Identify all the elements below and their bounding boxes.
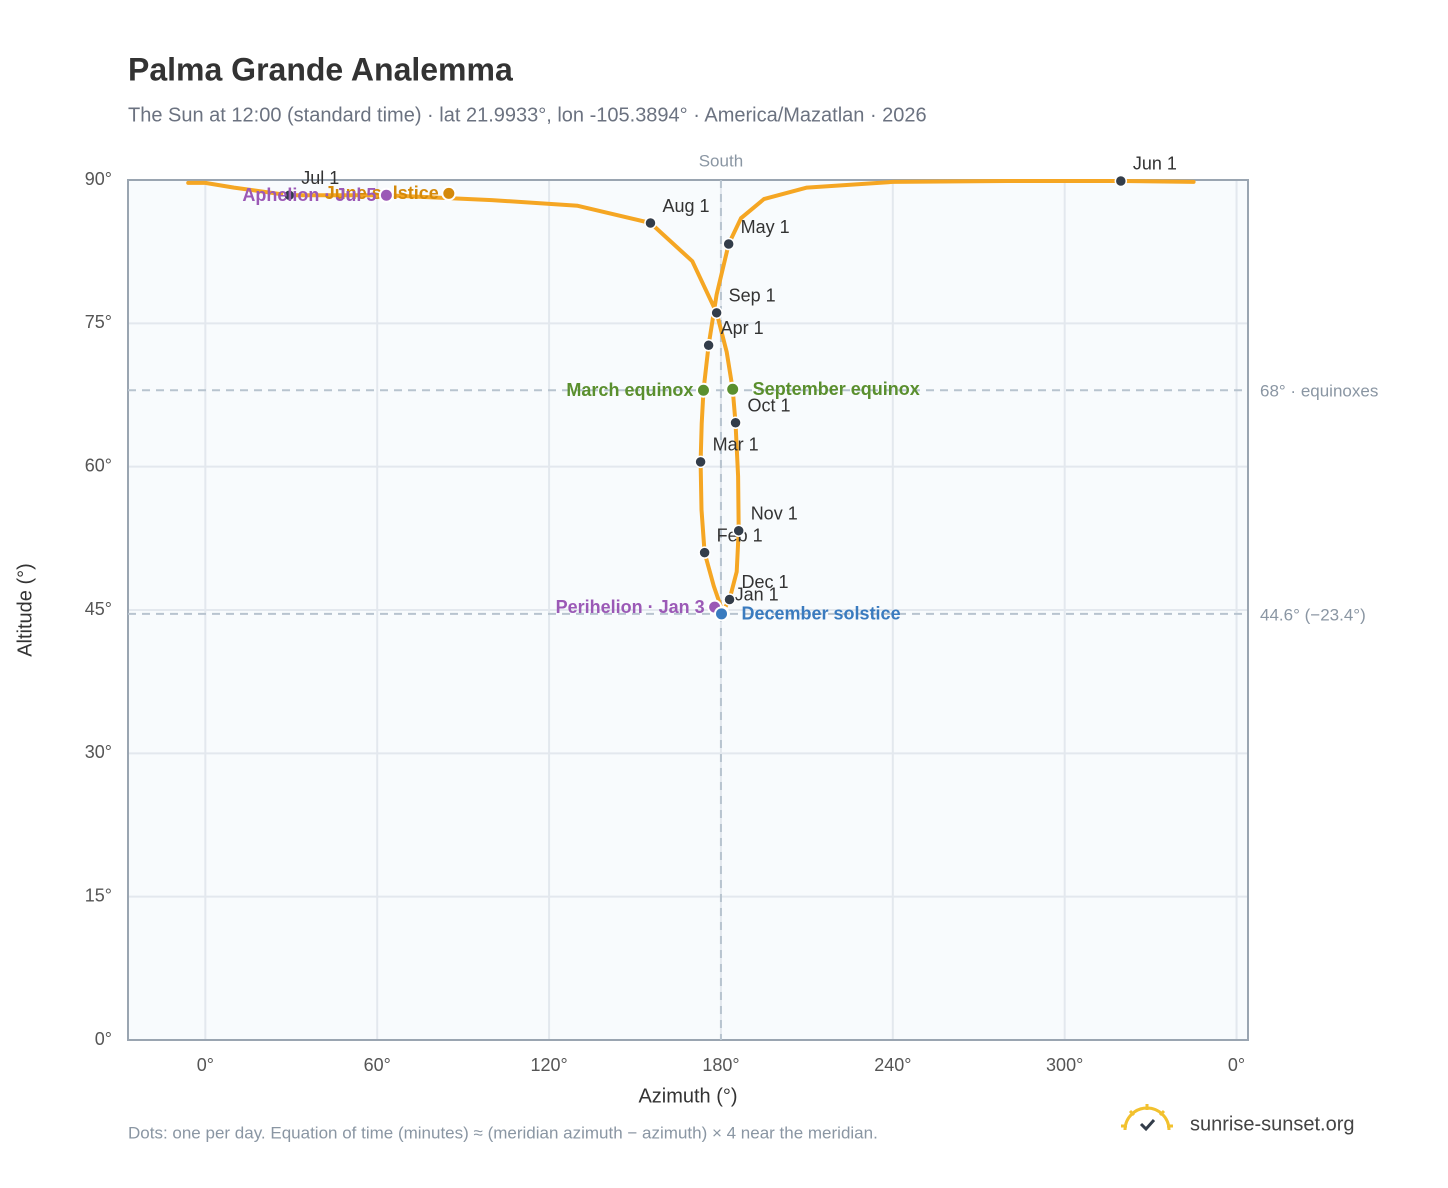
month-dot	[723, 593, 736, 606]
month-dot	[283, 189, 296, 202]
month-label: Nov 1	[751, 503, 798, 523]
event-label: December solstice	[742, 604, 901, 624]
plot-border	[127, 179, 1249, 1041]
month-label: May 1	[741, 217, 790, 237]
month-dot	[702, 339, 715, 352]
event-dot	[441, 185, 457, 201]
reference-label: 44.6° (−23.4°)	[1260, 605, 1366, 624]
chart-title: Palma Grande Analemma	[128, 51, 513, 87]
event-dot	[695, 382, 711, 398]
reference-label: 68° · equinoxes	[1260, 382, 1378, 401]
y-axis-label: Altitude (°)	[14, 563, 36, 657]
x-tick-label: 300°	[1046, 1055, 1083, 1075]
x-axis-label: Azimuth (°)	[638, 1085, 737, 1107]
footnote: Dots: one per day. Equation of time (min…	[128, 1123, 878, 1142]
y-tick-label: 0°	[95, 1029, 112, 1049]
chart-subtitle: The Sun at 12:00 (standard time) · lat 2…	[128, 104, 927, 126]
y-tick-label: 30°	[85, 742, 112, 762]
month-dot	[722, 237, 735, 251]
month-label: Mar 1	[713, 435, 759, 455]
month-label: Jun 1	[1133, 154, 1177, 174]
month-dot	[710, 306, 723, 320]
month-dot	[732, 524, 745, 537]
month-dot	[729, 416, 742, 429]
event-label: Aphelion · Jul 5	[242, 185, 376, 205]
y-tick-label: 45°	[85, 599, 112, 619]
month-dot	[698, 546, 711, 559]
month-label: Apr 1	[721, 318, 764, 338]
month-label: Aug 1	[662, 196, 709, 216]
event-label: September equinox	[753, 379, 920, 399]
brand-text: sunrise-sunset.org	[1190, 1113, 1355, 1135]
x-tick-label: 240°	[874, 1055, 911, 1075]
y-tick-label: 75°	[85, 312, 112, 332]
y-tick-label: 60°	[85, 455, 112, 475]
month-label: Jul 1	[301, 168, 339, 188]
event-label: March equinox	[566, 380, 693, 400]
month-dot	[1114, 174, 1128, 188]
month-label: Oct 1	[748, 395, 791, 415]
x-tick-label: 60°	[364, 1055, 391, 1075]
x-tick-label: 120°	[530, 1055, 567, 1075]
month-label: Dec 1	[742, 572, 789, 592]
month-dot	[644, 216, 657, 230]
brand-logo	[1121, 1104, 1173, 1132]
month-label: Sep 1	[729, 286, 776, 306]
reference-label: South	[699, 151, 743, 170]
y-tick-label: 90°	[85, 169, 112, 189]
month-label: Jan 1	[735, 585, 779, 605]
y-tick-label: 15°	[85, 885, 112, 905]
event-dot	[714, 606, 730, 622]
x-tick-label: 180°	[702, 1055, 739, 1075]
event-dot	[725, 381, 741, 397]
event-dot	[378, 187, 394, 203]
x-tick-label: 0°	[197, 1055, 214, 1075]
x-tick-label: 0°	[1228, 1055, 1245, 1075]
month-dot	[694, 455, 707, 469]
event-label: Perihelion · Jan 3	[556, 597, 705, 617]
